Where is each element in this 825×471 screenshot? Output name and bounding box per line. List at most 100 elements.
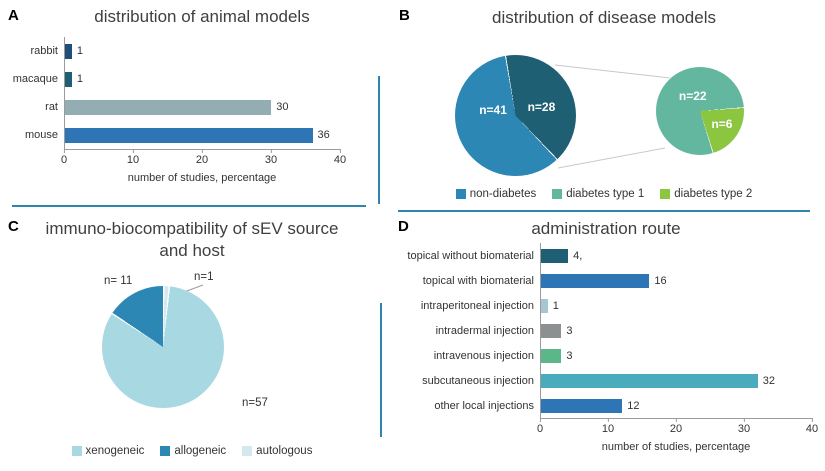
legend-item: allogeneic xyxy=(160,445,226,457)
divider-vertical-top xyxy=(378,76,380,204)
pie-slice-label-diabetes: n=28 xyxy=(527,99,556,114)
legend-item: xenogeneic xyxy=(71,445,145,457)
bar-track: 36 xyxy=(64,121,340,149)
bar-row: other local injections 12 xyxy=(390,393,812,418)
x-axis-label: number of studies, percentage xyxy=(127,172,277,184)
bar-track: 3 xyxy=(540,343,812,368)
bar-row: topical with biomaterial 16 xyxy=(390,268,812,293)
value-label: 3 xyxy=(566,324,573,337)
pie-breakout-lines xyxy=(554,64,671,169)
category-label: macaque xyxy=(12,73,58,85)
value-label: 1 xyxy=(552,299,559,312)
animal-models-bar-chart: rabbit 1 macaque 1 rat 30 mouse 36 0 10 20 30 40 nu… xyxy=(6,37,378,184)
legend-item: diabetes type 1 xyxy=(552,188,644,200)
bar-row: mouse 36 xyxy=(6,121,340,149)
x-tick-label: 10 xyxy=(601,418,615,435)
bar-track: 30 xyxy=(64,93,340,121)
bar xyxy=(541,373,758,388)
bar xyxy=(541,248,569,263)
divider-horizontal-right xyxy=(398,210,810,212)
bar xyxy=(541,323,562,338)
chart-title-animal-models: distribution of animal models xyxy=(94,7,310,26)
x-axis: 0 10 20 30 40 xyxy=(60,149,346,169)
category-label: intradermal injection xyxy=(435,324,534,337)
value-label: 16 xyxy=(654,274,667,287)
bar-track: 4, xyxy=(540,243,812,268)
bar-track: 12 xyxy=(540,393,812,418)
x-tick-label: 40 xyxy=(333,149,347,166)
value-label: 4, xyxy=(573,249,583,262)
bar xyxy=(541,398,623,413)
panel-immuno-biocompatibility: C immuno-biocompatibility of sEV source … xyxy=(6,213,378,471)
chart-title-immuno-biocompatibility: immuno-biocompatibility of sEV source an… xyxy=(45,219,339,261)
divider-vertical-bottom xyxy=(380,303,382,437)
bar-row: intravenous injection 3 xyxy=(390,343,812,368)
category-label: rabbit xyxy=(30,45,58,57)
legend-biocompatibility: xenogeneic allogeneic autologous xyxy=(6,445,378,457)
bar-rows: rabbit 1 macaque 1 rat 30 mouse 36 xyxy=(6,37,340,149)
legend-label: xenogeneic xyxy=(85,445,145,457)
category-label: rat xyxy=(45,101,58,113)
chart-title-administration-route: administration route xyxy=(531,219,681,238)
bar xyxy=(541,348,562,363)
x-axis-label: number of studies, percentage xyxy=(601,441,751,453)
value-label: 12 xyxy=(627,399,640,412)
legend-swatch xyxy=(552,189,563,199)
value-label: 3 xyxy=(566,349,573,362)
divider-horizontal-left xyxy=(12,205,366,207)
bar xyxy=(65,71,72,87)
category-label: subcutaneous injection xyxy=(422,374,534,387)
x-tick-label: 10 xyxy=(126,149,140,166)
legend-swatch xyxy=(160,446,171,456)
legend-swatch xyxy=(242,446,253,456)
legend-item: non-diabetes xyxy=(455,188,537,200)
pie-slice-label-allogeneic: n= 11 xyxy=(104,275,133,287)
x-axis: 0 10 20 30 40 xyxy=(536,418,818,438)
category-label: intravenous injection xyxy=(433,349,534,362)
x-tick-label: 0 xyxy=(536,418,544,435)
legend-swatch xyxy=(455,189,466,199)
bar-row: intraperitoneal injection 1 xyxy=(390,293,812,318)
legend-label: autologous xyxy=(256,445,313,457)
bar-row: rabbit 1 xyxy=(6,37,340,65)
x-tick-label: 30 xyxy=(264,149,278,166)
bar-row: macaque 1 xyxy=(6,65,340,93)
pie-slice-label-type2: n=6 xyxy=(711,117,733,132)
x-tick-label: 20 xyxy=(669,418,683,435)
panel-letter-a: A xyxy=(8,7,19,24)
bar xyxy=(65,99,272,115)
bar-track: 1 xyxy=(64,65,340,93)
legend-item: diabetes type 2 xyxy=(660,188,752,200)
bar-track: 1 xyxy=(540,293,812,318)
panel-letter-c: C xyxy=(8,218,19,235)
value-label: 1 xyxy=(76,73,83,85)
bar-track: 32 xyxy=(540,368,812,393)
bar xyxy=(65,43,72,59)
panel-letter-d: D xyxy=(398,218,409,235)
legend-swatch xyxy=(660,189,671,199)
legend-label: allogeneic xyxy=(174,445,227,457)
panel-disease-models: B distribution of disease models n=41 n=… xyxy=(385,2,823,210)
legend-item: autologous xyxy=(242,445,312,457)
bar xyxy=(541,273,650,288)
biocompatibility-pie xyxy=(102,286,224,408)
x-tick-label: 0 xyxy=(60,149,68,166)
x-tick-label: 30 xyxy=(737,418,751,435)
bar-track: 1 xyxy=(64,37,340,65)
legend-label: non-diabetes xyxy=(469,188,537,200)
disease-pie-breakdown: n=22 n=6 xyxy=(656,67,744,155)
bar-track: 16 xyxy=(540,268,812,293)
pie-slice-label-autologous: n=1 xyxy=(194,271,214,283)
legend-swatch xyxy=(71,446,82,456)
bar xyxy=(541,298,548,313)
legend-label: diabetes type 2 xyxy=(674,188,753,200)
pie-slice-label-type1: n=22 xyxy=(678,89,707,103)
x-tick-label: 40 xyxy=(805,418,819,435)
pie-slice-label-non-diabetes: n=41 xyxy=(479,103,507,118)
bar-rows: topical without biomaterial 4, topical wit… xyxy=(390,243,812,418)
category-label: topical with biomaterial xyxy=(422,274,534,287)
legend-disease-models: non-diabetes diabetes type 1 diabetes type… xyxy=(385,188,823,200)
value-label: 36 xyxy=(317,129,330,141)
category-label: topical without biomaterial xyxy=(407,249,534,262)
